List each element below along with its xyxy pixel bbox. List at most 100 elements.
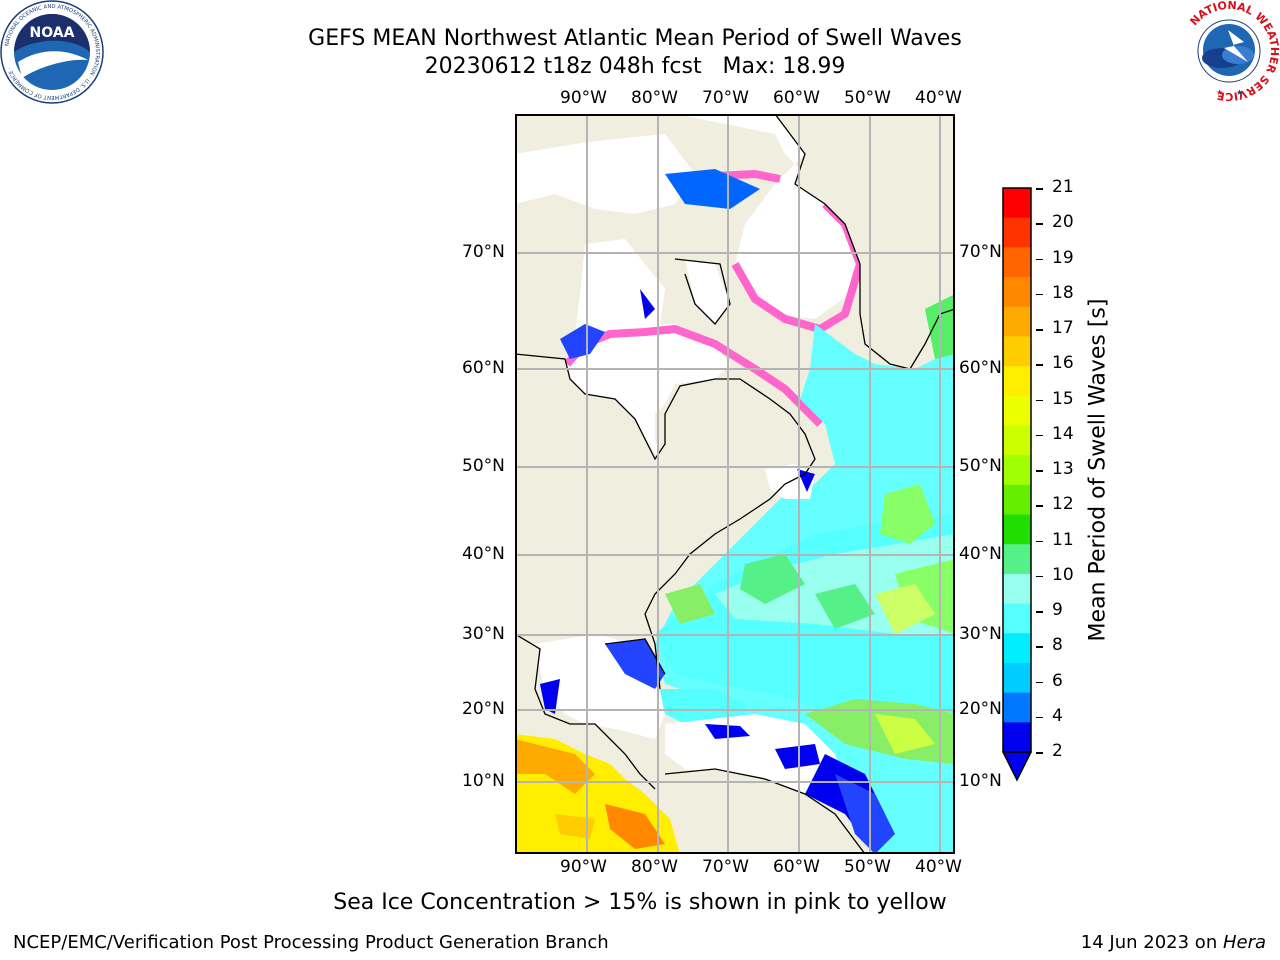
lon-label-bottom-80w: 80°W [631, 857, 678, 877]
colorbar-tick-label: 16 [1052, 353, 1074, 374]
noaa-logo: NOAA NATIONAL OCEANIC AND ATMOSPHERIC AD… [0, 0, 104, 104]
canada-land [515, 354, 815, 634]
colorbar-band [1003, 217, 1031, 248]
lat-label-left-50n: 50°N [462, 456, 505, 476]
colorbar-band [1003, 692, 1031, 723]
colorbar-tick-label: 6 [1052, 670, 1063, 691]
baffin-ice-blue [665, 169, 760, 209]
colorbar-band [1003, 336, 1031, 367]
footer-date: 14 Jun 2023 on Hera [1081, 932, 1266, 953]
arctic-sea [515, 114, 860, 344]
colorbar-tick-mark [1036, 434, 1043, 437]
colorbar-tick-mark [1036, 646, 1043, 648]
nws-logo: NATIONAL WEATHER SERVICE ★ ★ [1181, 0, 1280, 102]
colorbar-band [1003, 455, 1031, 486]
chart-title: GEFS MEAN Northwest Atlantic Mean Period… [308, 26, 962, 51]
hudson-bay [565, 324, 730, 459]
colorbar-tick-mark [1036, 611, 1043, 613]
lon-label-top-80w: 80°W [631, 88, 678, 108]
colorbar-band [1003, 484, 1031, 516]
colorbar-band [1003, 603, 1031, 634]
lat-label-right-40n: 40°N [959, 544, 1002, 564]
footer-host: Hera [1222, 932, 1266, 953]
noaa-wordmark: NOAA [30, 25, 75, 41]
svg-text:★: ★ [1236, 88, 1243, 97]
lon-label-bottom-40w: 40°W [915, 857, 962, 877]
colorbar-band [1003, 425, 1031, 456]
colorbar-band [1003, 633, 1031, 664]
colorbar [1001, 187, 1033, 782]
colorbar-band [1003, 662, 1031, 694]
colorbar-band [1003, 544, 1031, 575]
lat-label-left-10n: 10°N [462, 771, 505, 791]
colorbar-tick-mark [1036, 752, 1043, 754]
colorbar-band [1003, 514, 1031, 545]
lon-label-bottom-90w: 90°W [560, 857, 607, 877]
lon-label-top-90w: 90°W [560, 88, 607, 108]
lat-label-right-30n: 30°N [959, 624, 1002, 644]
colorbar-tick-label: 2 [1052, 741, 1063, 761]
colorbar-tick-label: 20 [1052, 212, 1074, 233]
lon-label-top-50w: 50°W [844, 88, 891, 108]
footer-date-text: 14 Jun 2023 on [1080, 932, 1223, 953]
map-frame [515, 114, 955, 854]
colorbar-tick-mark [1036, 258, 1043, 260]
colorbar-tick-mark [1036, 540, 1043, 542]
colorbar-tick-mark [1036, 364, 1043, 366]
colorbar-tick-mark [1036, 329, 1043, 331]
colorbar-tick-label: 19 [1052, 247, 1074, 268]
lat-label-left-40n: 40°N [462, 544, 505, 564]
colorbar-extend-arrow [1001, 751, 1033, 782]
colorbar-band [1003, 573, 1031, 605]
lon-label-top-40w: 40°W [915, 88, 962, 108]
svg-text:★: ★ [1216, 88, 1223, 97]
colorbar-tick-label: 17 [1052, 318, 1074, 338]
colorbar-tick-label: 21 [1052, 177, 1074, 197]
lat-label-right-10n: 10°N [959, 771, 1002, 791]
lat-label-right-60n: 60°N [959, 358, 1002, 378]
lat-label-left-70n: 70°N [462, 242, 505, 262]
greenland-land [775, 114, 955, 369]
colorbar-tick-mark [1036, 716, 1043, 719]
colorbar-tick-label: 10 [1052, 564, 1074, 585]
colorbar-band [1003, 366, 1031, 397]
lat-label-right-70n: 70°N [959, 242, 1002, 262]
ocean-map [515, 114, 955, 854]
colorbar-tick-label: 13 [1052, 459, 1074, 479]
colorbar-band [1003, 395, 1031, 427]
lat-label-left-30n: 30°N [462, 624, 505, 644]
colorbar-tick-mark [1036, 505, 1043, 507]
colorbar-tick-label: 4 [1052, 705, 1063, 726]
colorbar-tick-mark [1036, 293, 1043, 296]
colorbar-tick-mark [1036, 470, 1043, 472]
colorbar-band [1003, 188, 1031, 219]
lat-label-left-20n: 20°N [462, 699, 505, 719]
colorbar-tick-mark [1036, 188, 1043, 190]
colorbar-band [1003, 277, 1031, 308]
sea-ice-caption: Sea Ice Concentration > 15% is shown in … [333, 890, 947, 915]
colorbar-tick-label: 11 [1052, 529, 1074, 550]
colorbar-tick-label: 9 [1052, 600, 1063, 620]
footer-credit: NCEP/EMC/Verification Post Processing Pr… [13, 932, 609, 953]
lon-label-bottom-70w: 70°W [702, 857, 749, 877]
colorbar-label: Mean Period of Swell Waves [s] [1085, 298, 1111, 642]
colorbar-tick-mark [1036, 575, 1043, 578]
lat-label-left-60n: 60°N [462, 358, 505, 378]
lon-label-bottom-50w: 50°W [844, 857, 891, 877]
colorbar-frame [1002, 187, 1032, 753]
colorbar-band [1003, 306, 1031, 338]
colorbar-tick-label: 18 [1052, 282, 1074, 303]
colorbar-tick-label: 8 [1052, 635, 1063, 656]
colorbar-band [1003, 247, 1031, 278]
lat-label-right-20n: 20°N [959, 699, 1002, 719]
colorbar-tick-label: 12 [1052, 494, 1074, 515]
colorbar-band [1003, 722, 1031, 753]
lon-label-top-60w: 60°W [773, 88, 820, 108]
lon-label-bottom-60w: 60°W [773, 857, 820, 877]
colorbar-tick-label: 15 [1052, 388, 1074, 409]
chart-subtitle: 20230612 t18z 048h fcst Max: 18.99 [424, 54, 846, 79]
colorbar-tick-mark [1036, 223, 1043, 225]
south-america [665, 769, 865, 854]
colorbar-tick-mark [1036, 681, 1043, 683]
lon-label-top-70w: 70°W [702, 88, 749, 108]
